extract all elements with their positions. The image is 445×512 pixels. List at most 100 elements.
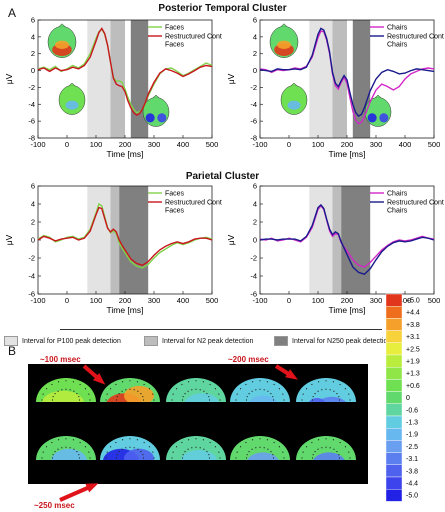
electrode-dot — [121, 439, 124, 441]
electrode-dot — [235, 399, 237, 401]
x-tick-label: 400 — [177, 296, 190, 305]
colorbar-swatch — [385, 476, 403, 490]
electrode-dot — [195, 446, 197, 448]
electrode-dot — [136, 439, 139, 441]
y-tick-label: -4 — [250, 272, 257, 281]
x-axis-label: Time [ms] — [107, 305, 144, 315]
electrode-dot — [89, 399, 91, 401]
electrode-dot — [116, 396, 118, 398]
panel-a-label: A — [8, 6, 17, 20]
series-line — [259, 27, 435, 118]
interval-band — [309, 20, 333, 138]
topography-blob — [51, 448, 87, 460]
y-tick-label: 6 — [253, 16, 257, 25]
y-tick-label: -6 — [250, 117, 257, 126]
electrode-dot — [282, 451, 284, 453]
electrode-dot — [251, 381, 254, 383]
electrode-dot — [272, 457, 275, 459]
colorbar-label: +3.8 — [406, 322, 420, 329]
annotation-100ms: ~100 msec — [40, 355, 81, 364]
electrode-dot — [301, 399, 303, 401]
electrode-dot — [72, 381, 75, 383]
legend-label: Chairs — [387, 208, 408, 215]
y-tick-label: 6 — [31, 16, 35, 25]
electrode-dot — [267, 448, 269, 450]
electrode-dot — [109, 388, 112, 390]
electrode-dot — [263, 447, 265, 449]
electrode-dot — [214, 446, 217, 448]
interval-band — [119, 186, 149, 294]
electrode-dot — [175, 388, 178, 390]
electrode-dot — [314, 451, 316, 453]
electrode-dot — [283, 399, 285, 401]
electrode-dot — [187, 448, 189, 450]
y-tick-label: -4 — [250, 100, 257, 109]
electrode-dot — [255, 389, 257, 391]
electrode-dot — [136, 381, 139, 383]
electrode-dot — [115, 399, 118, 401]
electrode-dot — [311, 399, 314, 401]
legend-n250: Interval for N250 peak detection — [274, 336, 391, 346]
electrode-dot — [133, 447, 135, 449]
electrode-dot — [333, 390, 335, 392]
topography-maps: ~100 msec ~200 msec ~250 msec — [28, 355, 368, 510]
electrode-dot — [246, 454, 248, 456]
electrode-dot — [181, 399, 184, 401]
electrode-dot — [321, 447, 323, 449]
electrode-dot — [78, 399, 81, 401]
scalp-map-nose — [280, 23, 288, 27]
x-axis-label: Time [ms] — [107, 149, 144, 159]
legend-label: Chairs — [387, 191, 408, 198]
y-tick-label: -2 — [28, 254, 35, 263]
electrode-dot — [184, 451, 186, 453]
scalp-map-nose — [68, 82, 76, 86]
cluster-title-parietal: Parietal Cluster — [185, 171, 260, 182]
y-axis-label: μV — [226, 234, 236, 245]
annotation-200ms: ~200 msec — [228, 355, 269, 364]
legend-n2-label: Interval for N2 peak detection — [162, 337, 254, 345]
electrode-dot — [273, 383, 275, 386]
topography-blob — [124, 386, 154, 402]
electrode-dot — [65, 446, 67, 448]
legend-label: Faces — [165, 208, 185, 215]
x-tick-label: 200 — [119, 296, 132, 305]
colorbar-swatch — [385, 488, 403, 502]
colorbar-swatch — [385, 293, 403, 307]
electrode-dot — [142, 454, 144, 456]
colorbar-swatch — [385, 440, 403, 453]
scalp-map-nose — [374, 94, 382, 98]
electrode-dot — [79, 383, 81, 386]
interval-band — [332, 20, 347, 138]
electrode-dot — [65, 438, 67, 440]
electrode-dot — [311, 383, 313, 386]
electrode-dot — [321, 389, 323, 391]
electrode-dot — [302, 451, 304, 453]
x-tick-label: 300 — [148, 296, 161, 305]
legend-label: Chairs — [387, 42, 408, 49]
legend-n250-swatch — [274, 336, 288, 346]
electrode-dot — [202, 381, 205, 383]
topography-blob — [308, 398, 326, 402]
colorbar: +5.0 +4.4 +3.8 +3.1 +2.5 +1.9 +1.3 +0.6 0 -0.6 -1.… — [385, 293, 420, 502]
electrode-dot — [129, 380, 131, 382]
electrode-dot — [57, 439, 60, 441]
electrode-dot — [187, 390, 189, 392]
electrode-dot — [259, 446, 261, 448]
y-tick-label: -4 — [28, 100, 35, 109]
y-tick-label: 4 — [31, 200, 35, 209]
x-tick-label: 100 — [312, 296, 325, 305]
x-tick-label: 500 — [428, 296, 441, 305]
electrode-dot — [105, 457, 107, 459]
electrode-dot — [51, 457, 54, 459]
electrode-dot — [208, 399, 211, 401]
y-tick-label: 0 — [253, 236, 257, 245]
interval-band — [110, 20, 125, 138]
x-tick-label: 0 — [65, 140, 69, 149]
electrode-dot — [325, 388, 327, 390]
x-tick-label: 100 — [312, 140, 325, 149]
legend-label: Restructured Control — [165, 34, 222, 41]
electrode-dot — [76, 451, 78, 453]
electrode-dot — [246, 396, 248, 398]
electrode-dot — [259, 438, 261, 440]
annotation-250ms: ~250 msec — [34, 501, 75, 510]
